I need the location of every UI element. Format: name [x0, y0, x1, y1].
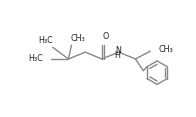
- Text: O: O: [103, 32, 109, 41]
- Text: H₃C: H₃C: [28, 55, 43, 64]
- Text: CH₃: CH₃: [158, 45, 173, 54]
- Text: H₃C: H₃C: [38, 36, 53, 45]
- Text: N: N: [115, 46, 121, 55]
- Text: CH₃: CH₃: [71, 34, 86, 43]
- Text: H: H: [114, 51, 120, 60]
